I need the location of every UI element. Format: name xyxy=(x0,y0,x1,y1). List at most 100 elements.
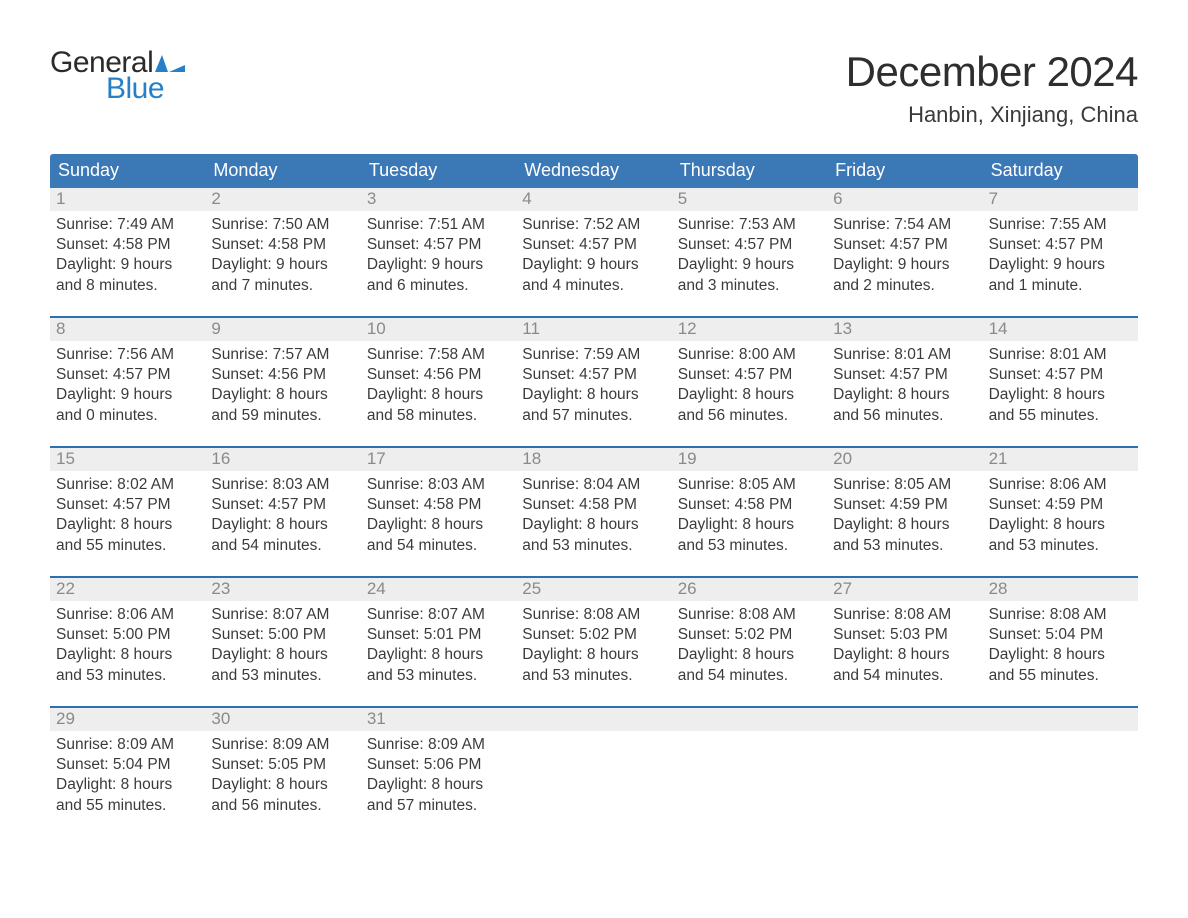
day-cell: 10Sunrise: 7:58 AMSunset: 4:56 PMDayligh… xyxy=(361,318,516,446)
daylight-line-1: Daylight: 8 hours xyxy=(367,775,510,795)
day-body: Sunrise: 7:53 AMSunset: 4:57 PMDaylight:… xyxy=(672,211,827,307)
sunset-line: Sunset: 5:00 PM xyxy=(211,625,354,645)
weeks-container: 1Sunrise: 7:49 AMSunset: 4:58 PMDaylight… xyxy=(50,188,1138,836)
daylight-line-1: Daylight: 8 hours xyxy=(211,385,354,405)
sunset-line: Sunset: 5:04 PM xyxy=(989,625,1132,645)
day-number: 8 xyxy=(50,318,205,341)
day-body: Sunrise: 8:08 AMSunset: 5:02 PMDaylight:… xyxy=(516,601,671,697)
day-cell: 14Sunrise: 8:01 AMSunset: 4:57 PMDayligh… xyxy=(983,318,1138,446)
sunrise-line: Sunrise: 8:06 AM xyxy=(56,605,199,625)
day-number: 13 xyxy=(827,318,982,341)
daylight-line-1: Daylight: 8 hours xyxy=(56,775,199,795)
day-number: 26 xyxy=(672,578,827,601)
sunset-line: Sunset: 5:06 PM xyxy=(367,755,510,775)
daylight-line-1: Daylight: 9 hours xyxy=(56,255,199,275)
day-number: 21 xyxy=(983,448,1138,471)
weekday-header-cell: Monday xyxy=(205,154,360,188)
day-body: Sunrise: 7:58 AMSunset: 4:56 PMDaylight:… xyxy=(361,341,516,437)
daylight-line-1: Daylight: 8 hours xyxy=(522,515,665,535)
sunrise-line: Sunrise: 8:02 AM xyxy=(56,475,199,495)
daylight-line-1: Daylight: 8 hours xyxy=(211,645,354,665)
daylight-line-1: Daylight: 8 hours xyxy=(367,385,510,405)
sunrise-line: Sunrise: 8:06 AM xyxy=(989,475,1132,495)
day-number: 24 xyxy=(361,578,516,601)
day-body: Sunrise: 7:55 AMSunset: 4:57 PMDaylight:… xyxy=(983,211,1138,307)
day-number: 25 xyxy=(516,578,671,601)
day-number: . xyxy=(827,708,982,731)
weekday-header-cell: Thursday xyxy=(672,154,827,188)
day-number: . xyxy=(516,708,671,731)
sunrise-line: Sunrise: 8:08 AM xyxy=(833,605,976,625)
location-subtitle: Hanbin, Xinjiang, China xyxy=(846,102,1138,128)
day-body: Sunrise: 7:54 AMSunset: 4:57 PMDaylight:… xyxy=(827,211,982,307)
daylight-line-1: Daylight: 8 hours xyxy=(522,645,665,665)
day-body: Sunrise: 8:08 AMSunset: 5:03 PMDaylight:… xyxy=(827,601,982,697)
day-cell: 27Sunrise: 8:08 AMSunset: 5:03 PMDayligh… xyxy=(827,578,982,706)
day-cell: 31Sunrise: 8:09 AMSunset: 5:06 PMDayligh… xyxy=(361,708,516,836)
sunrise-line: Sunrise: 7:59 AM xyxy=(522,345,665,365)
daylight-line-1: Daylight: 8 hours xyxy=(989,515,1132,535)
day-cell: 26Sunrise: 8:08 AMSunset: 5:02 PMDayligh… xyxy=(672,578,827,706)
day-cell: 2Sunrise: 7:50 AMSunset: 4:58 PMDaylight… xyxy=(205,188,360,316)
sunset-line: Sunset: 5:05 PM xyxy=(211,755,354,775)
day-body: Sunrise: 8:00 AMSunset: 4:57 PMDaylight:… xyxy=(672,341,827,437)
sunrise-line: Sunrise: 7:54 AM xyxy=(833,215,976,235)
day-cell: 28Sunrise: 8:08 AMSunset: 5:04 PMDayligh… xyxy=(983,578,1138,706)
daylight-line-2: and 55 minutes. xyxy=(989,406,1132,426)
day-cell: 12Sunrise: 8:00 AMSunset: 4:57 PMDayligh… xyxy=(672,318,827,446)
daylight-line-2: and 56 minutes. xyxy=(211,796,354,816)
day-body: Sunrise: 8:06 AMSunset: 5:00 PMDaylight:… xyxy=(50,601,205,697)
daylight-line-2: and 53 minutes. xyxy=(367,666,510,686)
sunrise-line: Sunrise: 8:08 AM xyxy=(522,605,665,625)
daylight-line-2: and 4 minutes. xyxy=(522,276,665,296)
day-cell: 22Sunrise: 8:06 AMSunset: 5:00 PMDayligh… xyxy=(50,578,205,706)
weekday-header-cell: Saturday xyxy=(983,154,1138,188)
sunset-line: Sunset: 4:57 PM xyxy=(833,235,976,255)
day-number: 29 xyxy=(50,708,205,731)
sunrise-line: Sunrise: 7:49 AM xyxy=(56,215,199,235)
day-number: 7 xyxy=(983,188,1138,211)
day-cell: 15Sunrise: 8:02 AMSunset: 4:57 PMDayligh… xyxy=(50,448,205,576)
sunrise-line: Sunrise: 8:08 AM xyxy=(678,605,821,625)
daylight-line-2: and 55 minutes. xyxy=(989,666,1132,686)
day-cell: 9Sunrise: 7:57 AMSunset: 4:56 PMDaylight… xyxy=(205,318,360,446)
day-body: Sunrise: 8:03 AMSunset: 4:57 PMDaylight:… xyxy=(205,471,360,567)
day-number: 15 xyxy=(50,448,205,471)
daylight-line-2: and 56 minutes. xyxy=(678,406,821,426)
daylight-line-2: and 57 minutes. xyxy=(522,406,665,426)
daylight-line-2: and 53 minutes. xyxy=(678,536,821,556)
sunset-line: Sunset: 4:58 PM xyxy=(522,495,665,515)
day-body: Sunrise: 8:06 AMSunset: 4:59 PMDaylight:… xyxy=(983,471,1138,567)
day-cell: 24Sunrise: 8:07 AMSunset: 5:01 PMDayligh… xyxy=(361,578,516,706)
day-number: 3 xyxy=(361,188,516,211)
sunset-line: Sunset: 4:57 PM xyxy=(989,365,1132,385)
logo-flag-icon xyxy=(155,53,185,73)
calendar-page: General Blue December 2024 Hanbin, Xinji… xyxy=(0,0,1188,918)
daylight-line-1: Daylight: 8 hours xyxy=(56,515,199,535)
day-number: 23 xyxy=(205,578,360,601)
day-cell: 13Sunrise: 8:01 AMSunset: 4:57 PMDayligh… xyxy=(827,318,982,446)
daylight-line-2: and 58 minutes. xyxy=(367,406,510,426)
day-number: 17 xyxy=(361,448,516,471)
daylight-line-1: Daylight: 9 hours xyxy=(56,385,199,405)
sunset-line: Sunset: 4:57 PM xyxy=(56,365,199,385)
day-cell: 3Sunrise: 7:51 AMSunset: 4:57 PMDaylight… xyxy=(361,188,516,316)
sunset-line: Sunset: 5:02 PM xyxy=(522,625,665,645)
sunset-line: Sunset: 4:58 PM xyxy=(211,235,354,255)
day-number: 6 xyxy=(827,188,982,211)
day-number: 2 xyxy=(205,188,360,211)
sunset-line: Sunset: 5:03 PM xyxy=(833,625,976,645)
day-cell: 29Sunrise: 8:09 AMSunset: 5:04 PMDayligh… xyxy=(50,708,205,836)
day-cell-empty: . xyxy=(516,708,671,836)
day-cell-empty: . xyxy=(672,708,827,836)
daylight-line-1: Daylight: 9 hours xyxy=(833,255,976,275)
daylight-line-1: Daylight: 8 hours xyxy=(367,515,510,535)
day-cell: 23Sunrise: 8:07 AMSunset: 5:00 PMDayligh… xyxy=(205,578,360,706)
sunrise-line: Sunrise: 8:00 AM xyxy=(678,345,821,365)
weekday-header-row: SundayMondayTuesdayWednesdayThursdayFrid… xyxy=(50,154,1138,188)
sunset-line: Sunset: 4:56 PM xyxy=(367,365,510,385)
sunrise-line: Sunrise: 8:09 AM xyxy=(367,735,510,755)
day-body: Sunrise: 7:51 AMSunset: 4:57 PMDaylight:… xyxy=(361,211,516,307)
sunset-line: Sunset: 4:57 PM xyxy=(367,235,510,255)
day-cell: 1Sunrise: 7:49 AMSunset: 4:58 PMDaylight… xyxy=(50,188,205,316)
